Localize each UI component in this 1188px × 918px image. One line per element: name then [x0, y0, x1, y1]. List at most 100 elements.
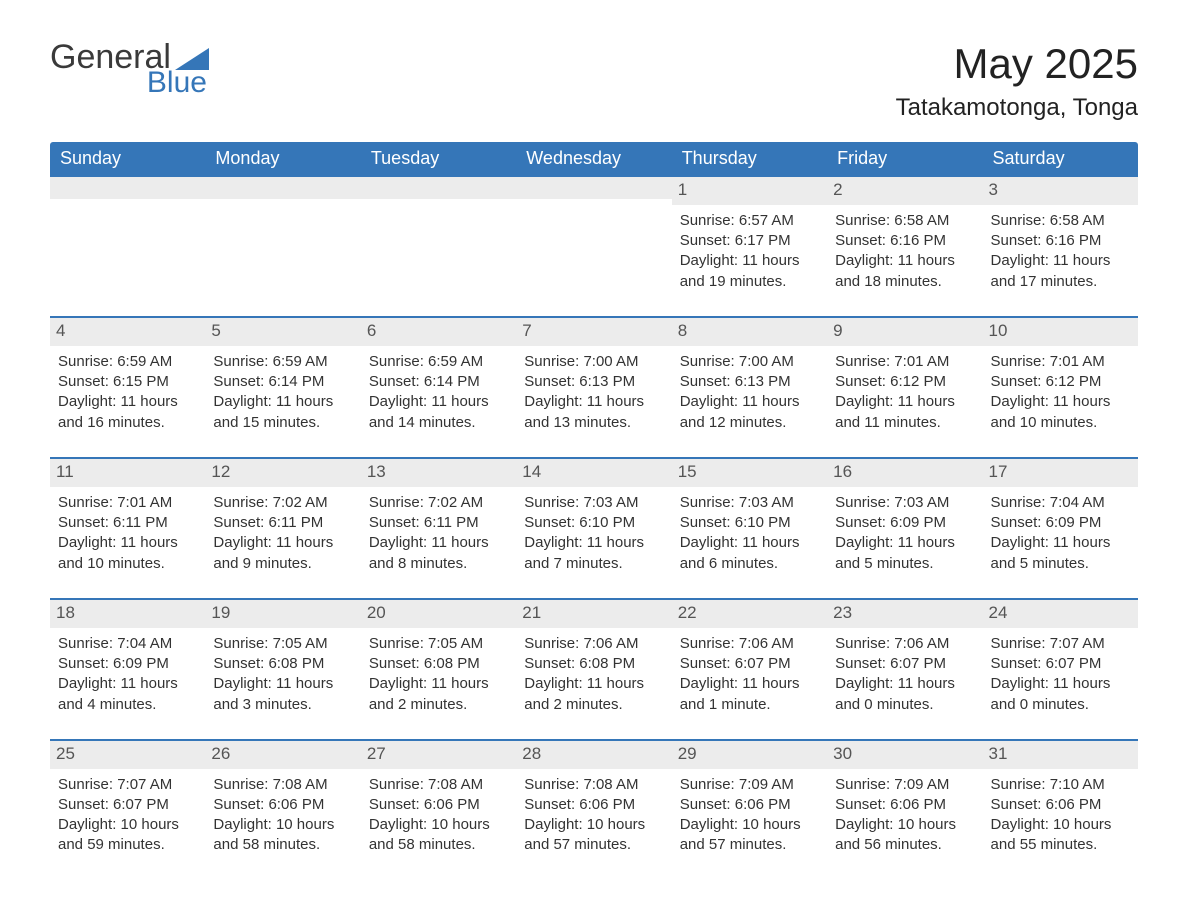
sunrise-text: Sunrise: 7:08 AM	[369, 775, 508, 795]
calendar-day: 27Sunrise: 7:08 AMSunset: 6:06 PMDayligh…	[361, 741, 516, 866]
calendar-day: 15 Sunrise: 7:03 AMSunset: 6:10 PMDayligh…	[672, 459, 827, 584]
daylight-text: Daylight: 11 hours and 15 minutes.	[213, 392, 352, 433]
sunrise-text: Sunrise: 7:05 AM	[213, 634, 352, 654]
day-body: Sunrise: 6:59 AMSunset: 6:14 PMDaylight:…	[369, 352, 508, 433]
sunset-text: Sunset: 6:06 PM	[524, 795, 663, 815]
daylight-text: Daylight: 11 hours and 10 minutes.	[58, 533, 197, 574]
daylight-text: Daylight: 11 hours and 13 minutes.	[524, 392, 663, 433]
calendar-day	[361, 177, 516, 302]
sunrise-text: Sunrise: 7:00 AM	[524, 352, 663, 372]
day-number: 26	[205, 741, 360, 769]
daylight-text: Daylight: 10 hours and 59 minutes.	[58, 815, 197, 856]
sunset-text: Sunset: 6:10 PM	[524, 513, 663, 533]
sunset-text: Sunset: 6:07 PM	[835, 654, 974, 674]
sunset-text: Sunset: 6:06 PM	[213, 795, 352, 815]
sunset-text: Sunset: 6:09 PM	[835, 513, 974, 533]
day-number	[50, 177, 205, 199]
sunrise-text: Sunrise: 7:03 AM	[680, 493, 819, 513]
day-body: Sunrise: 7:04 AMSunset: 6:09 PMDaylight:…	[991, 493, 1130, 574]
sunset-text: Sunset: 6:16 PM	[835, 231, 974, 251]
day-body: Sunrise: 7:00 AMSunset: 6:13 PMDaylight:…	[680, 352, 819, 433]
daylight-text: Daylight: 10 hours and 58 minutes.	[213, 815, 352, 856]
daylight-text: Daylight: 11 hours and 2 minutes.	[369, 674, 508, 715]
calendar-day: 24Sunrise: 7:07 AMSunset: 6:07 PMDayligh…	[983, 600, 1138, 725]
day-number: 19	[205, 600, 360, 628]
calendar-day: 7Sunrise: 7:00 AMSunset: 6:13 PMDaylight…	[516, 318, 671, 443]
sunrise-text: Sunrise: 6:59 AM	[213, 352, 352, 372]
sunrise-text: Sunrise: 7:00 AM	[680, 352, 819, 372]
day-body: Sunrise: 7:03 AMSunset: 6:10 PMDaylight:…	[680, 493, 819, 574]
brand-logo: General Blue	[50, 40, 209, 98]
day-number: 27	[361, 741, 516, 769]
daylight-text: Daylight: 10 hours and 57 minutes.	[524, 815, 663, 856]
day-body: Sunrise: 7:00 AMSunset: 6:13 PMDaylight:…	[524, 352, 663, 433]
daylight-text: Daylight: 11 hours and 16 minutes.	[58, 392, 197, 433]
sunrise-text: Sunrise: 7:04 AM	[58, 634, 197, 654]
sunrise-text: Sunrise: 6:59 AM	[58, 352, 197, 372]
daylight-text: Daylight: 10 hours and 57 minutes.	[680, 815, 819, 856]
sunset-text: Sunset: 6:09 PM	[991, 513, 1130, 533]
calendar-week: 11 Sunrise: 7:01 AMSunset: 6:11 PMDayligh…	[50, 457, 1138, 584]
calendar-day: 14Sunrise: 7:03 AMSunset: 6:10 PMDayligh…	[516, 459, 671, 584]
day-body: Sunrise: 7:07 AMSunset: 6:07 PMDaylight:…	[58, 775, 197, 856]
dow-wednesday: Wednesday	[516, 142, 671, 177]
day-number: 14	[516, 459, 671, 487]
sunset-text: Sunset: 6:12 PM	[835, 372, 974, 392]
sunrise-text: Sunrise: 7:04 AM	[991, 493, 1130, 513]
day-number: 11	[50, 459, 205, 487]
day-body: Sunrise: 6:59 AMSunset: 6:14 PMDaylight:…	[213, 352, 352, 433]
sunset-text: Sunset: 6:13 PM	[680, 372, 819, 392]
day-number: 1	[672, 177, 827, 205]
sunrise-text: Sunrise: 7:08 AM	[524, 775, 663, 795]
day-body: Sunrise: 7:09 AMSunset: 6:06 PMDaylight:…	[835, 775, 974, 856]
calendar-day: 12Sunrise: 7:02 AMSunset: 6:11 PMDayligh…	[205, 459, 360, 584]
calendar-day: 20 Sunrise: 7:05 AMSunset: 6:08 PMDayligh…	[361, 600, 516, 725]
calendar-day: 22Sunrise: 7:06 AMSunset: 6:07 PMDayligh…	[672, 600, 827, 725]
location-subtitle: Tatakamotonga, Tonga	[896, 94, 1138, 122]
day-number: 20	[361, 600, 516, 628]
calendar-week: 18Sunrise: 7:04 AMSunset: 6:09 PMDayligh…	[50, 598, 1138, 725]
calendar-day: 3 Sunrise: 6:58 AMSunset: 6:16 PMDaylight…	[983, 177, 1138, 302]
calendar-day: 19Sunrise: 7:05 AMSunset: 6:08 PMDayligh…	[205, 600, 360, 725]
calendar-day: 8Sunrise: 7:00 AMSunset: 6:13 PMDaylight…	[672, 318, 827, 443]
day-number: 30	[827, 741, 982, 769]
day-number: 24	[983, 600, 1138, 628]
sunset-text: Sunset: 6:06 PM	[991, 795, 1130, 815]
daylight-text: Daylight: 10 hours and 56 minutes.	[835, 815, 974, 856]
day-number: 2	[827, 177, 982, 205]
day-number: 21	[516, 600, 671, 628]
calendar-day: 26Sunrise: 7:08 AMSunset: 6:06 PMDayligh…	[205, 741, 360, 866]
sunrise-text: Sunrise: 7:06 AM	[524, 634, 663, 654]
daylight-text: Daylight: 11 hours and 12 minutes.	[680, 392, 819, 433]
sunrise-text: Sunrise: 7:03 AM	[835, 493, 974, 513]
calendar-day: 5Sunrise: 6:59 AMSunset: 6:14 PMDaylight…	[205, 318, 360, 443]
sunrise-text: Sunrise: 7:01 AM	[991, 352, 1130, 372]
day-number: 28	[516, 741, 671, 769]
calendar-day: 28 Sunrise: 7:08 AMSunset: 6:06 PMDayligh…	[516, 741, 671, 866]
sunset-text: Sunset: 6:07 PM	[58, 795, 197, 815]
day-number: 3	[983, 177, 1138, 205]
sunrise-text: Sunrise: 7:05 AM	[369, 634, 508, 654]
day-body: Sunrise: 7:05 AMSunset: 6:08 PMDaylight:…	[369, 634, 508, 715]
day-number: 4	[50, 318, 205, 346]
sunset-text: Sunset: 6:11 PM	[369, 513, 508, 533]
sunrise-text: Sunrise: 7:01 AM	[835, 352, 974, 372]
day-body: Sunrise: 6:58 AMSunset: 6:16 PMDaylight:…	[991, 211, 1130, 292]
sunset-text: Sunset: 6:08 PM	[369, 654, 508, 674]
sunrise-text: Sunrise: 7:06 AM	[835, 634, 974, 654]
daylight-text: Daylight: 11 hours and 10 minutes.	[991, 392, 1130, 433]
calendar-day: 30 Sunrise: 7:09 AMSunset: 6:06 PMDayligh…	[827, 741, 982, 866]
calendar-day	[205, 177, 360, 302]
sunset-text: Sunset: 6:06 PM	[680, 795, 819, 815]
sunset-text: Sunset: 6:07 PM	[991, 654, 1130, 674]
calendar-day: 25Sunrise: 7:07 AMSunset: 6:07 PMDayligh…	[50, 741, 205, 866]
day-body: Sunrise: 7:01 AMSunset: 6:11 PMDaylight:…	[58, 493, 197, 574]
page-title: May 2025	[896, 40, 1138, 88]
daylight-text: Daylight: 11 hours and 11 minutes.	[835, 392, 974, 433]
day-number: 15	[672, 459, 827, 487]
calendar-week: 1Sunrise: 6:57 AMSunset: 6:17 PMDaylight…	[50, 177, 1138, 302]
sunrise-text: Sunrise: 6:59 AM	[369, 352, 508, 372]
daylight-text: Daylight: 11 hours and 5 minutes.	[835, 533, 974, 574]
day-number: 17	[983, 459, 1138, 487]
sunset-text: Sunset: 6:16 PM	[991, 231, 1130, 251]
